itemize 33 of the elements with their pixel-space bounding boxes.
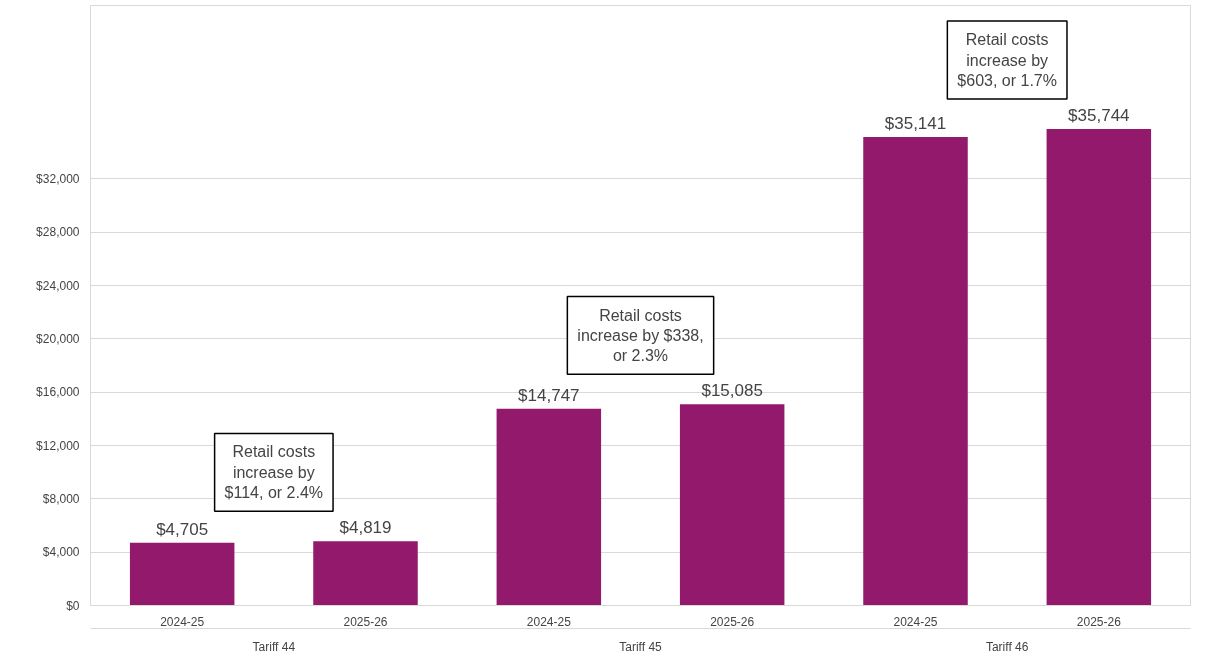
bar [679, 404, 785, 606]
text: Tariff 44 [252, 639, 296, 654]
data-label: $4,705 [156, 519, 209, 539]
text: Tariff 46 [985, 639, 1029, 654]
x-tick-label: 2025-26 [710, 614, 755, 629]
data-label: $35,141 [884, 113, 947, 133]
annotation: Retail costs increase by $338, or 2.3% [577, 306, 704, 365]
x-tick-label: 2025-26 [343, 614, 388, 629]
bar [313, 541, 418, 606]
y-tick-label: $16,000 [36, 385, 80, 400]
y-tick-label: $20,000 [36, 331, 80, 346]
data-label: $4,819 [339, 518, 392, 538]
annotation: Retail costs increase by $114, or 2.4% [224, 443, 324, 502]
y-tick-label: $4,000 [42, 545, 80, 560]
bar [496, 408, 602, 606]
y-tick-label: $32,000 [36, 171, 80, 186]
bar [863, 136, 968, 606]
y-tick-label: $24,000 [36, 278, 80, 293]
bar [129, 542, 235, 606]
x-tick-label: 2024-25 [893, 614, 938, 629]
y-tick-label: $28,000 [36, 225, 80, 240]
text: Tariff 45 [619, 639, 663, 654]
data-label: $35,744 [1068, 105, 1130, 125]
y-tick-label: $12,000 [36, 438, 80, 453]
bar [1046, 128, 1152, 606]
x-tick-label: 2025-26 [1076, 614, 1122, 629]
data-label: $14,747 [518, 385, 580, 405]
y-tick-label: $8,000 [42, 491, 80, 506]
x-tick-label: 2024-25 [526, 614, 572, 629]
annotation: Retail costs increase by $603, or 1.7% [957, 31, 1057, 89]
data-label: $15,085 [701, 381, 763, 401]
x-tick-label: 2024-25 [160, 614, 205, 629]
y-tick-label: $0 [66, 598, 80, 613]
